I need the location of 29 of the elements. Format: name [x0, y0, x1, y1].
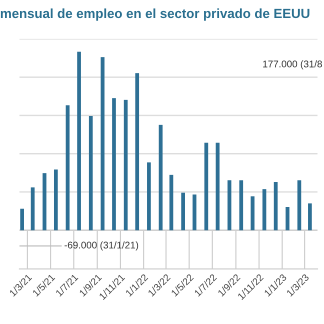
bar — [181, 192, 185, 230]
bar — [308, 203, 312, 230]
bar — [30, 187, 35, 230]
bar — [250, 196, 254, 230]
bar — [262, 189, 266, 230]
bar — [286, 206, 290, 230]
bar — [77, 52, 81, 230]
annotation: 177.000 (31/8 — [263, 60, 322, 70]
bar — [135, 73, 140, 230]
bar — [42, 173, 46, 230]
bar — [274, 182, 278, 230]
bar — [54, 170, 58, 230]
bar — [112, 98, 116, 230]
bar — [216, 142, 220, 230]
bar — [192, 194, 196, 230]
bar — [158, 124, 163, 230]
bar — [228, 180, 232, 230]
bar — [239, 180, 244, 230]
bar — [297, 180, 302, 230]
text: -69.000 (31/1/21) — [64, 241, 138, 250]
bar — [100, 57, 104, 230]
bar — [147, 162, 151, 230]
bar — [204, 142, 208, 230]
bar — [66, 105, 70, 230]
chart-title: mensual de empleo en el sector privado de EEUU — [0, 8, 310, 21]
bar — [124, 100, 128, 230]
bar — [169, 174, 174, 230]
bar — [88, 116, 93, 230]
bar — [20, 208, 24, 230]
